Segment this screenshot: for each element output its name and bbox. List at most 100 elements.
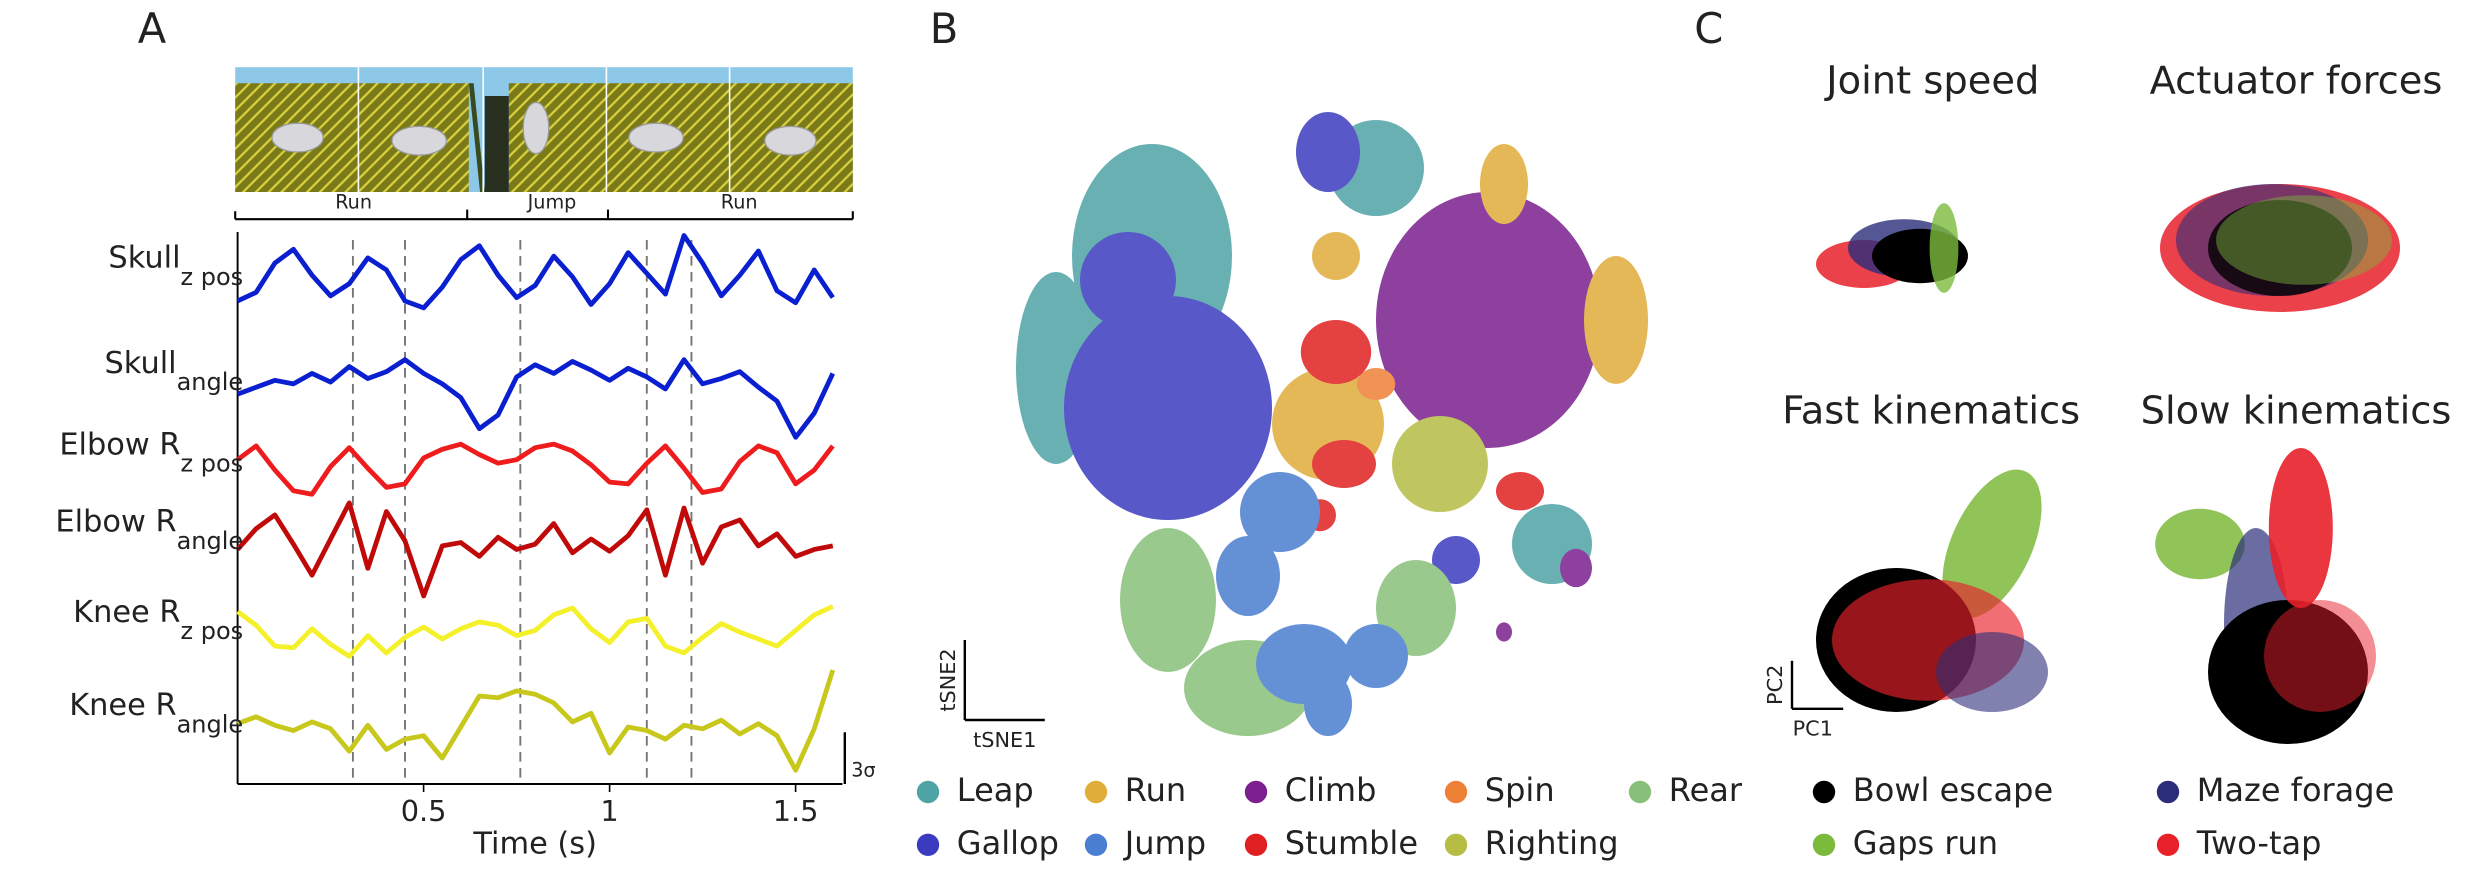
rat <box>391 125 448 156</box>
legend-marker <box>1444 780 1468 804</box>
cluster <box>1064 296 1272 520</box>
panel-label: C <box>1694 4 1723 53</box>
legend-marker <box>1812 780 1836 804</box>
cluster <box>1304 672 1352 736</box>
rat <box>628 122 684 153</box>
trace <box>236 669 836 773</box>
legend-marker <box>1812 833 1836 856</box>
legend-label: Jump <box>1123 824 1206 862</box>
pca-clouds <box>1816 184 2400 744</box>
cluster <box>1480 144 1528 224</box>
legend-label: Leap <box>957 771 1034 809</box>
legend-marker <box>1244 833 1268 856</box>
trace <box>236 604 834 659</box>
trace-label: Skullz pos <box>108 240 243 291</box>
legend-label: Gallop <box>957 824 1059 862</box>
cluster <box>1312 440 1376 488</box>
point-cloud <box>1929 203 1959 293</box>
trace-subscript: z pos <box>181 617 244 645</box>
cluster <box>1356 368 1396 400</box>
x-tick-label: 1 <box>600 794 618 828</box>
trace <box>236 357 835 440</box>
trace-name: Skull <box>104 345 176 380</box>
legend-marker <box>1084 833 1108 856</box>
point-cloud <box>2268 448 2333 608</box>
x-tick-label: 1.5 <box>773 794 819 828</box>
subplot-title: Actuator forces <box>2150 59 2443 104</box>
cluster <box>1344 624 1408 688</box>
trace-subscript: z pos <box>181 263 244 291</box>
legend-marker <box>916 780 940 804</box>
legend-label: Spin <box>1485 771 1555 809</box>
legend-label: Climb <box>1285 771 1377 809</box>
legend-marker <box>1628 780 1652 804</box>
phase-label: Jump <box>527 191 577 214</box>
trace <box>236 441 835 497</box>
legend-label: Run <box>1125 771 1186 809</box>
trace-name: Elbow R <box>59 427 180 462</box>
panel-label: B <box>930 4 959 53</box>
point-cloud <box>1936 632 2048 712</box>
cluster <box>1496 472 1544 511</box>
cluster <box>1120 528 1216 672</box>
subplot-title: Fast kinematics <box>1782 388 2080 433</box>
rat <box>764 125 817 156</box>
point-cloud <box>2264 600 2376 712</box>
cluster <box>1240 472 1320 552</box>
subplot-title: Slow kinematics <box>2141 388 2452 433</box>
tsne-clusters <box>1016 112 1648 736</box>
point-cloud <box>2208 200 2352 296</box>
trace-name: Knee R <box>69 688 176 723</box>
point-cloud <box>1942 469 2042 619</box>
legend-marker <box>916 833 940 856</box>
cluster <box>1300 320 1372 384</box>
trace-name: Elbow R <box>55 504 176 539</box>
scale-bar-label: 3σ <box>851 759 875 782</box>
trace-name: Knee R <box>73 594 180 629</box>
legend-label: Righting <box>1485 824 1619 862</box>
trace-label: Elbow Rz pos <box>59 427 243 478</box>
gap-wall <box>468 83 485 192</box>
legend-marker <box>2156 833 2180 856</box>
cluster <box>1584 256 1648 384</box>
legend-label: Stumble <box>1285 824 1418 862</box>
legend-label: Rear <box>1669 771 1743 809</box>
y-axis-label: PC2 <box>1763 665 1787 705</box>
cluster <box>1392 416 1488 512</box>
phase-label: Run <box>335 191 372 214</box>
trace-name: Skull <box>108 240 180 275</box>
trace-subscript: z pos <box>181 450 244 478</box>
trace <box>236 233 835 311</box>
cluster <box>1432 536 1480 584</box>
trace <box>235 500 834 599</box>
x-axis-label: tSNE1 <box>973 728 1036 752</box>
legend-marker <box>1244 780 1268 804</box>
x-axis-label: PC1 <box>1793 717 1833 741</box>
x-tick-label: 0.5 <box>401 794 447 828</box>
trace-subscript: angle <box>177 527 244 555</box>
gap-wall <box>484 96 509 192</box>
rat <box>522 101 550 155</box>
trace-label: Knee Rz pos <box>73 594 243 645</box>
cluster <box>1376 192 1600 448</box>
trace-label: Knee Rangle <box>69 688 243 739</box>
legend-label: Gaps run <box>1853 824 1998 862</box>
cluster <box>1312 232 1360 280</box>
y-axis-label: tSNE2 <box>936 648 960 711</box>
cluster <box>1216 536 1280 616</box>
legend-label: Bowl escape <box>1853 771 2053 809</box>
legend-label: Maze forage <box>2197 771 2394 809</box>
legend-marker <box>2156 780 2180 804</box>
point-cloud <box>2155 508 2245 580</box>
legend-label: Two-tap <box>2196 824 2322 862</box>
legend-marker <box>1084 780 1108 804</box>
x-axis-label: Time (s) <box>472 826 597 861</box>
panel-label: A <box>138 4 167 53</box>
trace-subscript: angle <box>177 710 244 738</box>
trace-label: Elbow Rangle <box>55 504 243 555</box>
cluster <box>1560 548 1592 588</box>
cluster <box>1496 622 1512 642</box>
cluster <box>1080 232 1176 328</box>
